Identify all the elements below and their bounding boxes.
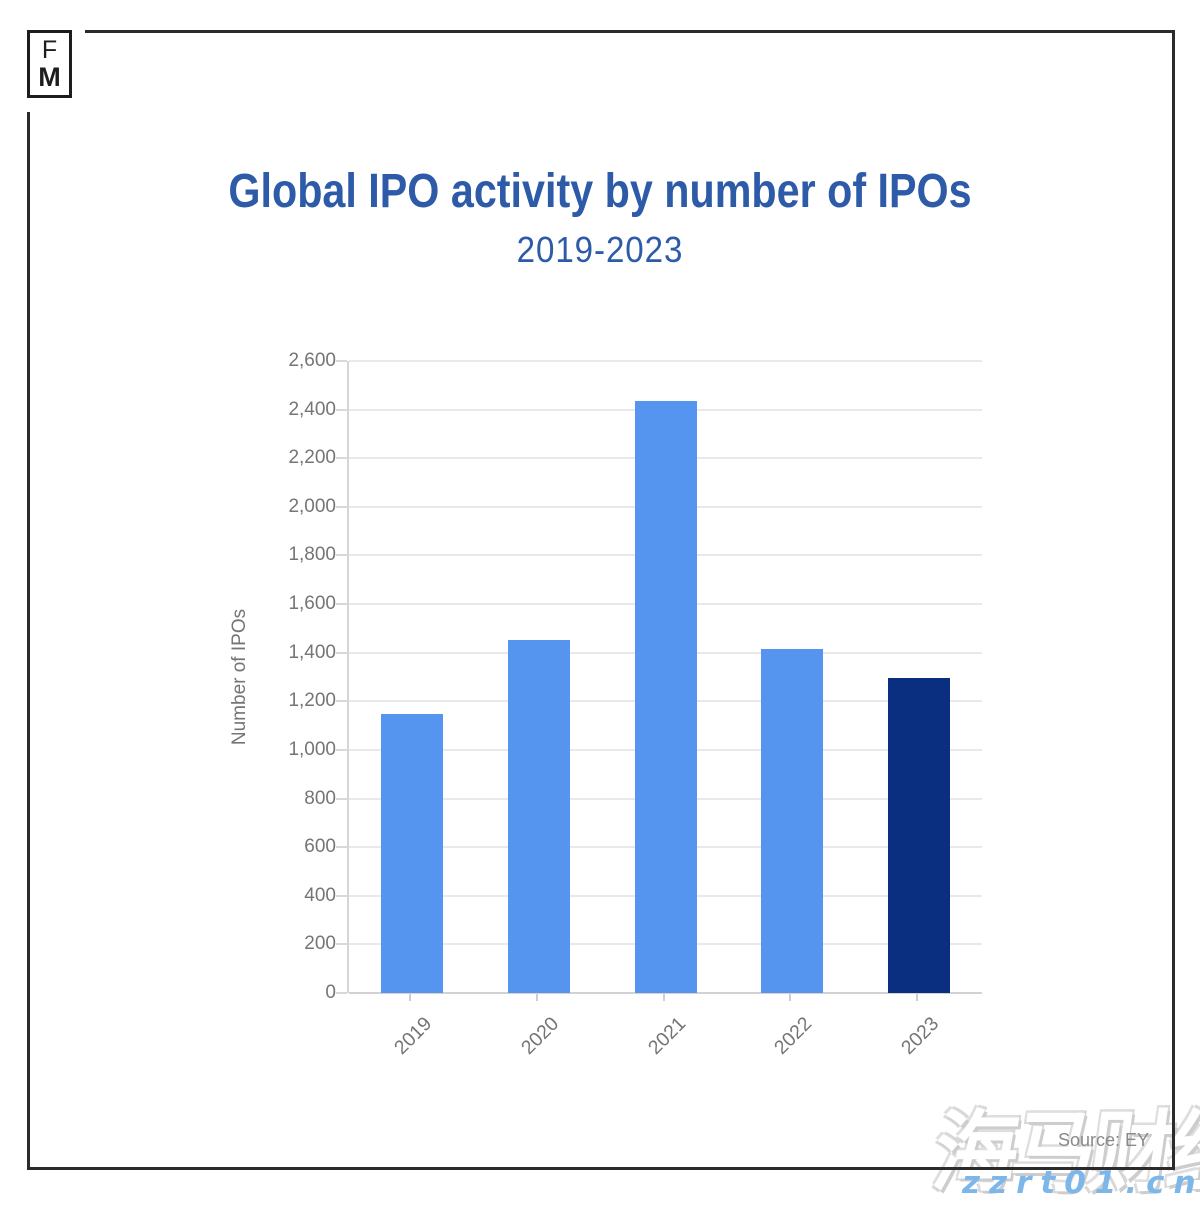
y-axis-tick-label-2400: 2,400 [288, 398, 336, 420]
bar-2020 [507, 640, 570, 993]
source-label: Source: EY [1058, 1130, 1150, 1150]
fm-logo-letter-f: F [41, 35, 58, 64]
x-axis-label-2021: 2021 [643, 1012, 690, 1059]
x-axis-label-2020: 2020 [516, 1012, 564, 1059]
y-axis-tick-label-2200: 2,200 [288, 447, 336, 469]
frame-border-left [27, 112, 30, 1167]
y-axis-tick-label-2600: 2,600 [288, 350, 336, 371]
y-tick-mark-200 [336, 943, 347, 946]
x-tick-mark-2020 [535, 994, 538, 1001]
y-tick-mark-2600 [336, 360, 347, 362]
chart-header: Global IPO activity by number of IPOs 20… [0, 164, 1200, 271]
gridline-0 [349, 992, 982, 994]
y-axis-tick-label-1000: 1,000 [288, 738, 336, 760]
y-axis-tick-label-400: 400 [304, 884, 336, 906]
y-tick-mark-0 [336, 992, 347, 994]
plot-area [347, 360, 982, 994]
chart-title: Global IPO activity by number of IPOs [228, 165, 972, 218]
x-axis-label-2022: 2022 [770, 1012, 817, 1059]
y-axis-tick-label-1600: 1,600 [288, 593, 336, 615]
y-axis-tick-label-200: 200 [304, 933, 336, 955]
frame-border-bottom [27, 1167, 1175, 1170]
x-axis-label-2019: 2019 [390, 1012, 437, 1059]
frame-border-right [1172, 30, 1175, 1170]
bar-2019 [381, 714, 444, 993]
y-axis-tick-label-800: 800 [304, 787, 336, 809]
y-tick-mark-2000 [336, 505, 347, 508]
x-tick-mark-2021 [662, 994, 665, 1001]
y-axis-tick-label-1200: 1,200 [288, 690, 336, 712]
y-axis-tick-label-2000: 2,000 [288, 495, 336, 517]
gridline-2600 [349, 360, 982, 362]
y-tick-mark-1400 [336, 651, 347, 654]
fm-logo-letter-m: M [38, 61, 61, 92]
y-tick-mark-1200 [336, 700, 347, 703]
y-axis-tick-label-0: 0 [325, 982, 336, 1003]
bar-2021 [634, 400, 697, 993]
y-tick-mark-400 [336, 894, 347, 897]
y-tick-mark-1800 [336, 554, 347, 557]
y-tick-mark-600 [336, 846, 347, 849]
chart-subtitle: 2019-2023 [516, 229, 684, 270]
fm-logo: F M [27, 30, 72, 98]
y-tick-mark-800 [336, 797, 347, 800]
y-axis-tick-label-1800: 1,800 [288, 544, 336, 566]
y-tick-mark-2400 [336, 408, 347, 411]
y-tick-mark-2200 [336, 457, 347, 460]
watermark-url-text: zzrt01.cn [962, 1165, 1200, 1201]
x-tick-mark-2022 [789, 994, 792, 1001]
frame-border-top [85, 30, 1175, 33]
x-tick-mark-2019 [409, 994, 412, 1001]
y-axis-tick-label-1400: 1,400 [288, 641, 336, 663]
y-axis-tick-label-600: 600 [304, 836, 336, 858]
y-tick-mark-1000 [336, 748, 347, 751]
x-tick-mark-2023 [915, 994, 918, 1001]
bar-2023 [887, 677, 950, 993]
bar-2022 [761, 649, 824, 993]
y-tick-mark-1600 [336, 603, 347, 606]
x-axis-label-2023: 2023 [896, 1012, 943, 1059]
